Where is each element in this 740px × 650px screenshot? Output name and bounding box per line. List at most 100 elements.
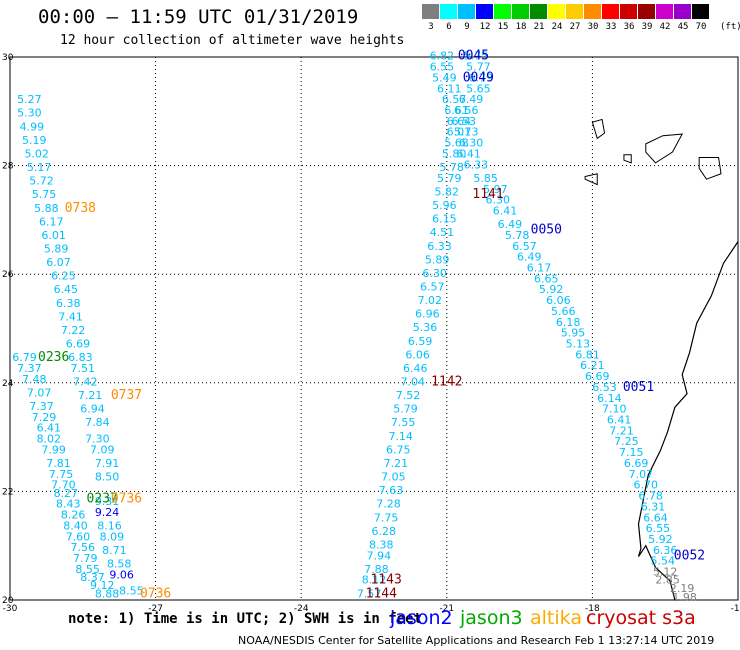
- legend-swatch: [566, 4, 583, 19]
- wave-height-label: 5.36: [413, 321, 438, 334]
- wave-height-label: 8.16: [97, 519, 122, 532]
- wave-height-label: 8.38: [369, 538, 394, 551]
- wave-height-label: 6.17: [527, 261, 552, 274]
- wave-height-label: 8.71: [102, 544, 127, 557]
- wave-height-label: 8.37: [80, 571, 105, 584]
- wave-height-label: 5.95: [561, 327, 586, 340]
- pass-time-label: 0736: [140, 586, 171, 601]
- wave-height-label: 5.75: [32, 188, 57, 201]
- wave-height-label: 7.05: [381, 471, 406, 484]
- map-frame: [9, 56, 739, 601]
- wave-height-label: 6.11: [437, 82, 462, 95]
- wave-height-label: 6.01: [447, 126, 472, 139]
- wave-height-label: 7.84: [85, 416, 110, 429]
- legend-label: 6: [446, 22, 452, 32]
- wave-height-label: 5.30: [17, 107, 42, 120]
- wave-height-label: 5.54: [651, 555, 676, 568]
- wave-height-label: 6.41: [493, 204, 518, 217]
- wave-height-label: 5.89: [44, 242, 69, 255]
- wave-height-label: 7.51: [71, 362, 96, 375]
- wave-height-label: 7.79: [73, 552, 98, 565]
- wave-height-label: 8.88: [95, 587, 120, 600]
- wave-height-label: 5.73: [454, 126, 479, 139]
- wave-height-label: 8.02: [37, 433, 62, 446]
- lon-tick-label: -24: [294, 604, 309, 614]
- pass-time-label: 0737: [111, 388, 142, 403]
- legend-label: 12: [479, 22, 491, 32]
- wave-height-label: 7.37: [17, 362, 42, 375]
- wave-height-label: 7.04: [401, 376, 426, 389]
- wave-height-label: 6.69: [624, 457, 649, 470]
- wave-height-label: 6.06: [405, 348, 430, 361]
- island-outline: [584, 173, 598, 186]
- wave-height-label: 5.13: [566, 338, 591, 351]
- wave-height-label: 7.63: [379, 484, 404, 497]
- wave-height-label: 9.06: [109, 568, 134, 581]
- wave-height-label: 6.56: [454, 104, 479, 117]
- legend-swatch: [584, 4, 601, 19]
- wave-height-label: 7.07: [27, 386, 52, 399]
- wave-height-label: 6.41: [607, 414, 632, 427]
- wave-height-label: 6.41: [456, 147, 481, 160]
- wave-height-label: 8.50: [95, 471, 120, 484]
- wave-height-label: 8.55: [119, 585, 144, 598]
- wave-height-label: 7.21: [78, 389, 103, 402]
- wave-height-label: 6.49: [498, 218, 523, 231]
- wave-height-label: 7.56: [71, 541, 96, 554]
- footer-note: note: 1) Time is in UTC; 2) SWH is in fe…: [68, 611, 423, 627]
- wave-height-label: 7.75: [49, 468, 74, 481]
- wave-height-label: 6.30: [486, 194, 511, 207]
- legend-swatch: [476, 4, 493, 19]
- color-scale-legend: 3 6 9 12 15 18 21 24 27 30 33 36 39 42 45 70 (ft): [422, 4, 740, 36]
- legend-label: 21: [533, 22, 545, 32]
- wave-height-label: 7.70: [51, 479, 76, 492]
- wave-height-label: 7.30: [85, 433, 110, 446]
- legend-swatch: [620, 4, 637, 19]
- wave-height-label: 6.53: [592, 381, 617, 394]
- wave-height-label: 6.82: [430, 50, 455, 63]
- wave-height-label: 5.02: [24, 147, 49, 160]
- legend-swatch: [656, 4, 673, 19]
- wave-height-label: 5.79: [393, 403, 418, 416]
- wave-height-label: 7.52: [396, 389, 421, 402]
- wave-height-label: 5.92: [539, 283, 564, 296]
- wave-height-label: 1.98: [672, 591, 697, 604]
- wave-height-label: 8.43: [56, 498, 81, 511]
- wave-height-label: 7.09: [90, 443, 115, 456]
- island-outline: [623, 154, 632, 164]
- lat-tick-label: 20: [2, 596, 14, 606]
- wave-height-label: 7.60: [66, 530, 91, 543]
- wave-height-label: 6.33: [464, 158, 489, 171]
- sat-label-jason2: jason2: [390, 607, 453, 629]
- wave-height-label: 6.28: [371, 525, 396, 538]
- page-subtitle: 12 hour collection of altimeter wave hei…: [60, 33, 405, 48]
- wave-height-label: 7.41: [58, 310, 83, 323]
- wave-height-label: 6.83: [68, 351, 93, 364]
- pass-time-label: 0736: [111, 491, 142, 506]
- wave-height-label: 6.96: [415, 308, 440, 321]
- wave-height-label: 6.06: [546, 294, 571, 307]
- pass-time-label: 0738: [65, 201, 96, 216]
- lat-tick-label: 26: [2, 270, 14, 280]
- wave-height-label: 7.55: [391, 416, 416, 429]
- wave-height-label: 5.97: [483, 183, 508, 196]
- wave-height-label: 6.64: [447, 115, 472, 128]
- wave-height-label: 7.14: [388, 430, 413, 443]
- pass-time-label: 1144: [366, 586, 397, 601]
- wave-height-label: 5.68: [444, 137, 469, 150]
- wave-height-label: 7.37: [29, 400, 54, 413]
- lat-tick-label: 30: [2, 53, 14, 63]
- sat-label-jason3: jason3: [460, 607, 523, 629]
- wave-height-label: 5.66: [551, 305, 576, 318]
- pass-time-label: 1141: [472, 187, 503, 202]
- wave-height-label: 8.26: [61, 509, 86, 522]
- wave-height-label: 6.38: [56, 297, 81, 310]
- africa-coastline: [637, 241, 739, 601]
- wave-height-label: 8.09: [100, 530, 125, 543]
- wave-height-label: 6.57: [512, 240, 537, 253]
- wave-height-label: 5.92: [648, 533, 673, 546]
- wave-height-label: 6.64: [643, 511, 668, 524]
- lat-tick-label: 24: [2, 379, 14, 389]
- wave-height-label: 6.17: [39, 215, 64, 228]
- wave-height-label: 6.46: [403, 362, 428, 375]
